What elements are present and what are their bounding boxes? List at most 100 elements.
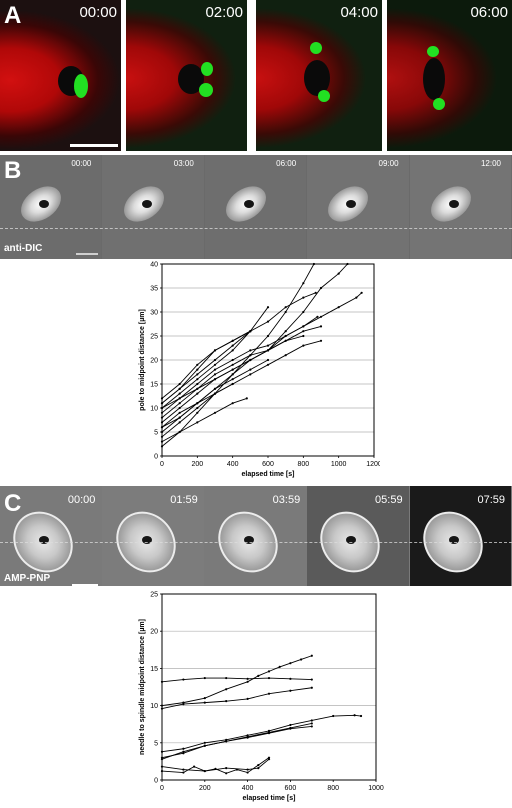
series-line-2 xyxy=(161,263,348,428)
data-point xyxy=(310,725,313,728)
data-point xyxy=(267,676,271,680)
data-point xyxy=(267,670,271,673)
data-point xyxy=(225,676,228,680)
data-point xyxy=(337,272,340,275)
x-tick-label: 800 xyxy=(297,461,309,468)
data-point xyxy=(196,368,199,371)
data-point xyxy=(319,325,323,328)
x-tick-label: 400 xyxy=(227,461,239,468)
panel-b-timestamp-3: 06:00 xyxy=(276,159,297,168)
data-point xyxy=(310,719,313,722)
scale-bar xyxy=(70,144,118,147)
panel-c-letter: C xyxy=(4,490,22,517)
data-point xyxy=(312,262,316,266)
y-tick-label: 15 xyxy=(150,666,158,673)
panel-b-frame-5: 12:00 xyxy=(409,155,511,259)
y-tick-label: 30 xyxy=(150,309,158,316)
y-tick-label: 0 xyxy=(154,777,158,784)
series-line-3 xyxy=(161,687,312,710)
data-point xyxy=(203,744,206,747)
data-point xyxy=(284,310,287,314)
panel-a-frame-2: 02:00 xyxy=(126,0,247,151)
data-point xyxy=(267,692,271,695)
data-point xyxy=(245,397,248,400)
data-point xyxy=(246,697,249,701)
x-tick-label: 200 xyxy=(199,785,211,792)
data-point xyxy=(310,722,313,725)
data-point xyxy=(196,378,199,381)
panel-b-timestamp-1: 00:00 xyxy=(71,159,92,168)
data-point xyxy=(160,704,164,707)
data-point xyxy=(360,291,363,294)
data-point xyxy=(213,349,217,352)
data-point xyxy=(231,373,234,376)
pole-green xyxy=(199,83,213,97)
data-point xyxy=(231,402,234,405)
data-point xyxy=(353,714,356,717)
data-point xyxy=(266,344,270,347)
panel-c-timestamp-4: 05:59 xyxy=(375,494,403,506)
panel-c-frame-1: 00:00 xyxy=(0,486,102,586)
data-point xyxy=(213,387,217,390)
data-point xyxy=(278,665,281,669)
series-line-8 xyxy=(161,757,270,774)
dashed-axis-line xyxy=(0,228,512,229)
panel-a-frame-3: 04:00 xyxy=(256,0,382,151)
data-point xyxy=(302,330,305,333)
data-point xyxy=(225,766,228,770)
pole-green xyxy=(433,98,445,110)
needle-tip xyxy=(448,536,459,544)
data-point xyxy=(178,387,181,390)
data-point xyxy=(231,358,234,362)
data-point xyxy=(160,416,164,419)
scale-bar xyxy=(72,584,98,586)
x-tick-label: 800 xyxy=(327,785,339,792)
panel-c-timestamp-1: 00:00 xyxy=(67,494,96,506)
needle-tip xyxy=(39,200,50,208)
panel-c-frame-3: 03:59 xyxy=(204,486,307,586)
panel-c-frame-2: 01:59 xyxy=(102,486,204,586)
data-point xyxy=(266,358,270,362)
data-point xyxy=(160,397,164,400)
y-tick-label: 20 xyxy=(150,357,158,364)
data-point xyxy=(284,334,287,338)
data-point xyxy=(310,686,313,689)
data-point xyxy=(302,325,305,328)
data-point xyxy=(249,373,252,376)
data-point xyxy=(160,426,164,429)
data-point xyxy=(160,445,164,448)
panel-c: C 00:00 01:59 03:59 05:59 07:59 AMP-PNP xyxy=(0,486,512,586)
y-tick-label: 0 xyxy=(154,453,158,460)
data-point xyxy=(319,339,323,342)
y-tick-label: 10 xyxy=(150,703,158,710)
panel-b-timestamp-4: 09:00 xyxy=(378,159,399,168)
data-point xyxy=(302,334,305,338)
data-point xyxy=(231,368,234,371)
x-tick-label: 0 xyxy=(160,461,164,468)
data-point xyxy=(214,767,217,770)
panel-b-frames: 00:00 03:00 06:00 09:00 12:00 xyxy=(0,155,512,259)
panel-b-frame-1: 00:00 xyxy=(0,155,102,259)
dashed-axis-line xyxy=(0,542,512,543)
data-point xyxy=(266,306,270,309)
data-point xyxy=(231,349,234,352)
panel-b-frame-2: 03:00 xyxy=(102,155,204,259)
series-line-1 xyxy=(161,263,315,447)
data-point xyxy=(257,766,260,770)
data-point xyxy=(257,764,260,767)
data-point xyxy=(246,680,249,683)
series-line-7 xyxy=(161,316,318,414)
data-point xyxy=(178,421,181,424)
needle-shadow xyxy=(423,58,445,100)
data-point xyxy=(160,411,164,414)
timestamp-a4: 06:00 xyxy=(470,4,508,21)
data-point xyxy=(213,358,217,362)
y-tick-label: 25 xyxy=(150,591,158,598)
data-point xyxy=(225,700,228,703)
data-point xyxy=(346,262,349,266)
data-point xyxy=(178,406,181,410)
data-point xyxy=(213,392,217,395)
data-point xyxy=(249,330,252,333)
pole-green xyxy=(310,42,322,54)
x-tick-label: 1000 xyxy=(368,785,384,792)
